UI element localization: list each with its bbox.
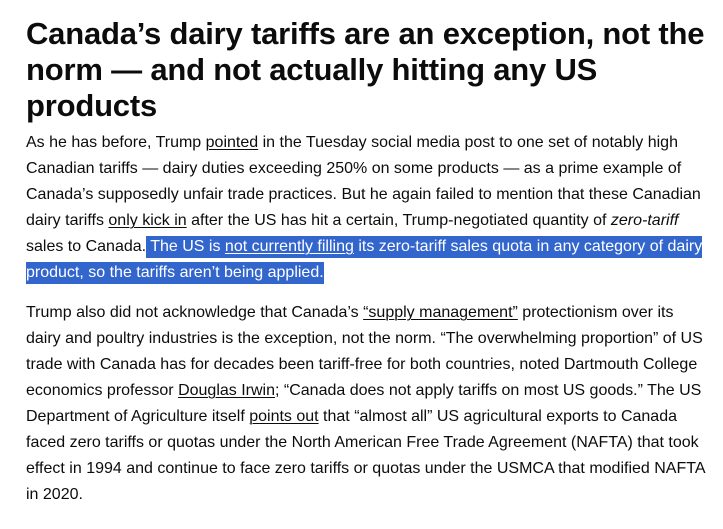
article: Canada’s dairy tariffs are an exception,… (26, 16, 710, 508)
link-points-out[interactable]: points out (249, 408, 319, 425)
link-not-currently-filling[interactable]: not currently filling (224, 238, 354, 255)
emphasis-zero-tariff: zero-tariff (610, 212, 679, 229)
link-supply-management[interactable]: “supply management” (363, 304, 518, 321)
link-only-kick-in[interactable]: only kick in (108, 212, 187, 229)
paragraph-text: sales to Canada. (26, 238, 147, 255)
paragraph-text: ; “Canada does not apply tariffs on most… (26, 382, 702, 425)
link-pointed[interactable]: pointed (205, 134, 259, 151)
link-douglas-irwin[interactable]: Douglas Irwin (178, 382, 275, 399)
paragraph-text: in the Tuesday social media post to one … (26, 134, 701, 229)
paragraph-text: Trump also did not acknowledge that Cana… (26, 304, 364, 321)
paragraph-text: after the US has hit a certain, Trump-ne… (186, 212, 611, 229)
paragraph-text: As he has before, Trump (26, 134, 206, 151)
article-paragraph-1: As he has before, Trump pointed in the T… (26, 130, 710, 286)
article-headline: Canada’s dairy tariffs are an exception,… (26, 16, 705, 123)
highlighted-text: The US is (146, 238, 225, 255)
paragraph-text: that “almost all” US agricultural export… (26, 408, 705, 503)
highlighted-text: its zero-tariff sales quota in any categ… (26, 238, 703, 281)
article-paragraph-2: Trump also did not acknowledge that Cana… (26, 300, 710, 508)
paragraph-text: protectionism over its dairy and poultry… (26, 304, 703, 399)
